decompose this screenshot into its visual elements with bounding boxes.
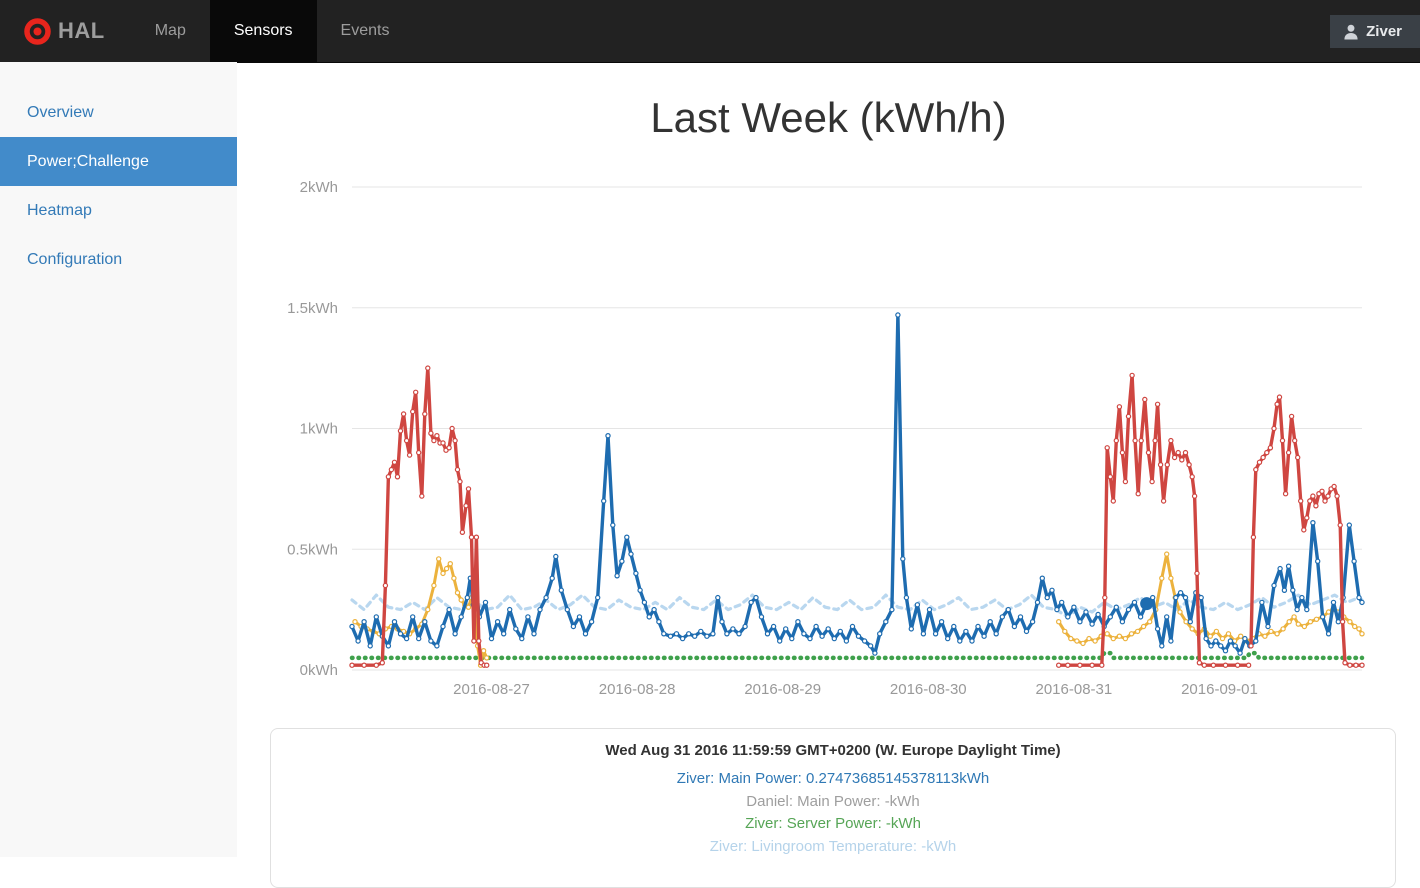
brand[interactable]: HAL bbox=[0, 0, 131, 62]
sidebar-item-heatmap[interactable]: Heatmap bbox=[27, 202, 92, 219]
svg-text:0kWh: 0kWh bbox=[300, 662, 338, 679]
svg-text:0.5kWh: 0.5kWh bbox=[287, 541, 338, 558]
svg-text:1kWh: 1kWh bbox=[300, 421, 338, 438]
svg-text:2016-08-28: 2016-08-28 bbox=[599, 681, 676, 698]
tooltip-entry-2: Ziver: Server Power: -kWh bbox=[745, 815, 921, 832]
sidebar: Overview Power;Challenge Heatmap Configu… bbox=[0, 62, 237, 857]
user-menu[interactable]: Ziver bbox=[1330, 15, 1420, 48]
tooltip-timestamp: Wed Aug 31 2016 11:59:59 GMT+0200 (W. Eu… bbox=[605, 742, 1061, 759]
sidebar-item-overview[interactable]: Overview bbox=[27, 104, 94, 121]
svg-text:2kWh: 2kWh bbox=[300, 179, 338, 196]
brand-title: HAL bbox=[58, 18, 105, 43]
svg-text:2016-08-29: 2016-08-29 bbox=[744, 681, 821, 698]
svg-text:2016-09-01: 2016-09-01 bbox=[1181, 681, 1258, 698]
user-name: Ziver bbox=[1366, 23, 1402, 40]
nav-item-sensors[interactable]: Sensors bbox=[209, 0, 317, 62]
nav-item-map[interactable]: Map bbox=[154, 22, 186, 39]
chart-tooltip: Wed Aug 31 2016 11:59:59 GMT+0200 (W. Eu… bbox=[270, 728, 1396, 888]
tooltip-entry-1: Daniel: Main Power: -kWh bbox=[746, 792, 920, 810]
line-chart[interactable]: 0kWh 0.5kWh 1kWh 1.5kWh 2kWh 2016-08-27 2016-0… bbox=[250, 160, 1400, 720]
sidebar-list: Overview Power;Challenge Heatmap Configu… bbox=[0, 88, 237, 284]
tooltip-entry-0: Ziver: Main Power: 0.27473685145378113kW… bbox=[676, 770, 990, 787]
svg-text:1.5kWh: 1.5kWh bbox=[287, 300, 338, 317]
bullseye-logo-icon bbox=[24, 17, 51, 45]
nav-item-events[interactable]: Events bbox=[340, 22, 390, 39]
svg-text:2016-08-31: 2016-08-31 bbox=[1035, 681, 1112, 698]
tooltip-entry-3: Ziver: Livingroom Temperature: -kWh bbox=[709, 837, 957, 855]
sidebar-item-power-challenge[interactable]: Power;Challenge bbox=[0, 137, 237, 186]
person-icon bbox=[1342, 23, 1366, 41]
svg-text:2016-08-30: 2016-08-30 bbox=[890, 681, 967, 698]
sidebar-item-configuration[interactable]: Configuration bbox=[27, 251, 123, 268]
top-navbar: HAL Map Sensors Events Ziver bbox=[0, 0, 1420, 63]
page-title: Last Week (kWh/h) bbox=[650, 94, 1007, 141]
svg-text:2016-08-27: 2016-08-27 bbox=[453, 681, 530, 698]
